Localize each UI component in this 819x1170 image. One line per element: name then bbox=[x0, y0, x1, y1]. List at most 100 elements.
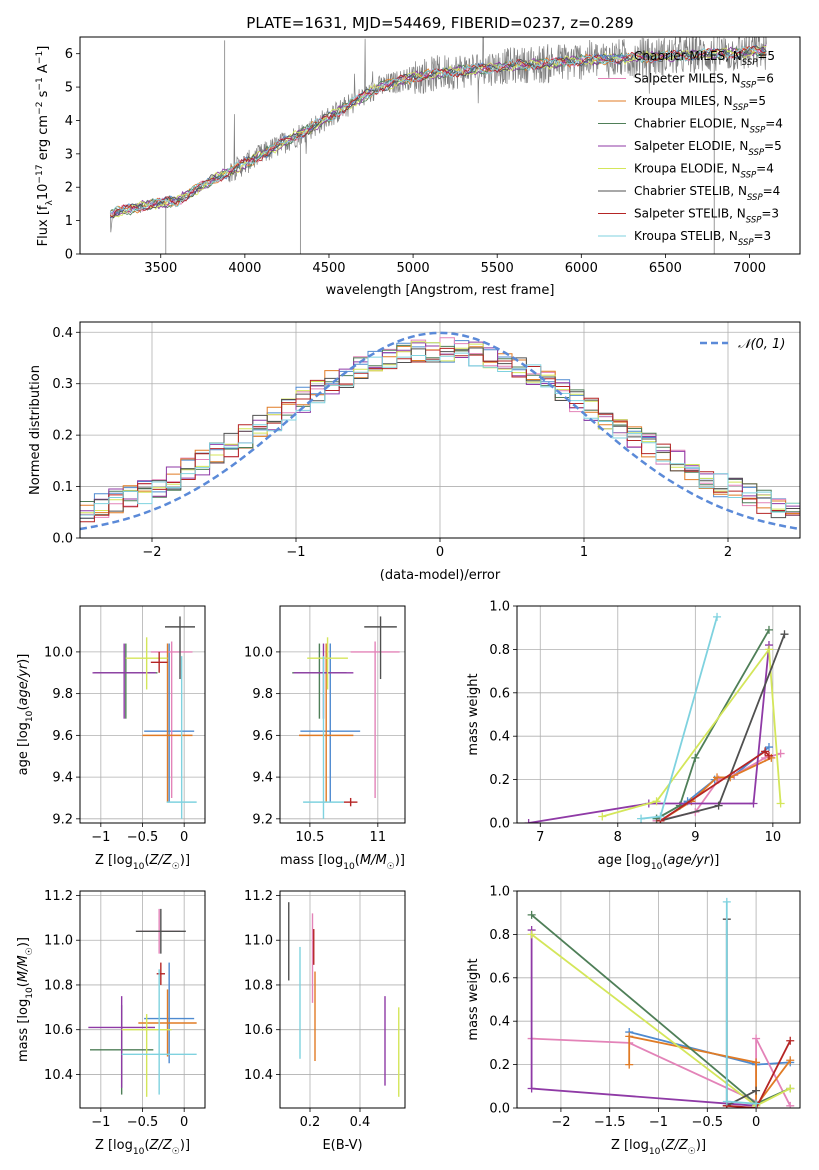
y-tick-label: 0.0 bbox=[489, 1102, 510, 1117]
x-tick-label: 6500 bbox=[649, 261, 682, 276]
y-tick-label: 2 bbox=[65, 181, 73, 196]
mass_vs_Z-axes: −1 −0.5 0 10.4 10.6 10.8 11.0 11.2 Z [log10(Z/Z☉… bbox=[16, 889, 206, 1157]
age_vs_Z-plot-area bbox=[92, 616, 197, 819]
y-tick-label: 10.4 bbox=[44, 1068, 73, 1083]
x-tick-label: 8 bbox=[614, 830, 622, 845]
y-tick-label: 5 bbox=[65, 81, 73, 96]
x-tick-label: 1 bbox=[580, 545, 588, 560]
histogram-step-line bbox=[80, 352, 800, 516]
y-tick-label: 11.2 bbox=[44, 889, 73, 904]
y-tick-label: 9.4 bbox=[52, 771, 73, 786]
residuals-axes: −2 −1 0 1 2 0.0 0.1 0.2 0.3 0.4 𝒩(0, 1) (data-model… bbox=[28, 321, 801, 583]
x-tick-label: 0 bbox=[752, 1115, 760, 1130]
legend-entry-label: Salpeter STELIB, NSSP=3 bbox=[634, 207, 779, 226]
x-tick-label: −1.5 bbox=[594, 1115, 626, 1130]
x-tick-label: 10.5 bbox=[295, 830, 324, 845]
figure-title: PLATE=1631, MJD=54469, FIBERID=0237, z=0… bbox=[246, 14, 633, 32]
x-tick-label: 5000 bbox=[397, 261, 430, 276]
legend-entry-label: Salpeter ELODIE, NSSP=5 bbox=[634, 139, 782, 158]
massweight_vs_age-plot-area bbox=[524, 612, 789, 823]
plus-marker bbox=[749, 799, 758, 808]
plus-marker bbox=[752, 1034, 761, 1043]
plus-marker bbox=[786, 1056, 795, 1065]
x-axis-label: mass [log10(M/M☉)] bbox=[280, 853, 405, 872]
x-tick-label: 7000 bbox=[733, 261, 766, 276]
y-tick-label: 3 bbox=[65, 147, 73, 162]
plus-marker bbox=[652, 797, 661, 806]
x-tick-label: 0 bbox=[180, 830, 188, 845]
x-tick-label: 3500 bbox=[144, 261, 177, 276]
residuals-plot-area bbox=[80, 331, 800, 531]
plus-marker bbox=[527, 930, 536, 939]
axes-frame bbox=[516, 890, 801, 1109]
mass-weight-series-line bbox=[531, 933, 791, 1107]
mass-weight-series-line bbox=[656, 629, 770, 820]
plus-marker bbox=[527, 1084, 536, 1093]
legend-entry-label: Kroupa STELIB, NSSP=3 bbox=[634, 229, 771, 248]
plus-marker bbox=[764, 751, 773, 760]
plus-marker bbox=[786, 1036, 795, 1045]
x-axis-label: E(B-V) bbox=[322, 1138, 362, 1153]
y-tick-label: 9.6 bbox=[252, 729, 273, 744]
axes-frame bbox=[279, 605, 406, 824]
x-axis-label: Z [log10(Z/Z☉)] bbox=[95, 853, 190, 872]
plus-marker bbox=[776, 749, 785, 758]
plus-marker bbox=[764, 743, 773, 752]
y-tick-label: 9.8 bbox=[52, 687, 73, 702]
plus-marker bbox=[713, 612, 722, 621]
x-tick-label: 7 bbox=[536, 830, 544, 845]
x-axis-label: Z [log10(Z/Z☉)] bbox=[95, 1138, 190, 1157]
legend-entry-label: Kroupa MILES, NSSP=5 bbox=[634, 94, 766, 113]
plus-marker bbox=[625, 1032, 634, 1041]
y-tick-label: 0.0 bbox=[489, 817, 510, 832]
mass-weight-series-line bbox=[602, 646, 782, 818]
y-tick-label: 0.1 bbox=[52, 480, 73, 495]
mass_vs_Z-plot-area bbox=[88, 908, 197, 1097]
legend-entry-label: Salpeter MILES, NSSP=6 bbox=[634, 72, 774, 91]
massweight_vs_Z-axes: −2 −1.5 −1 −0.5 0 0.0 0.2 0.4 0.6 0.8 1.0 Z [log10(… bbox=[466, 885, 801, 1157]
plus-marker bbox=[786, 1101, 795, 1108]
x-tick-label: −0.5 bbox=[127, 1115, 159, 1130]
plus-marker bbox=[691, 753, 700, 762]
x-tick-label: 9 bbox=[691, 830, 699, 845]
y-tick-label: 9.2 bbox=[252, 812, 273, 827]
y-tick-label: 11.0 bbox=[244, 934, 273, 949]
x-tick-label: 4500 bbox=[312, 261, 345, 276]
massweight_vs_Z-plot-area bbox=[527, 897, 795, 1108]
axes-frame bbox=[79, 321, 801, 539]
x-tick-label: −2 bbox=[142, 545, 161, 560]
plus-marker bbox=[786, 1084, 795, 1093]
mass-weight-series-line bbox=[725, 919, 757, 1108]
mass-weight-series-line bbox=[528, 645, 770, 823]
x-tick-label: 0 bbox=[436, 545, 444, 560]
legend-entry-label: Chabrier STELIB, NSSP=4 bbox=[634, 184, 780, 203]
plus-marker bbox=[637, 814, 646, 823]
mass_vs_ebv-plot-area bbox=[288, 902, 400, 1097]
y-tick-label: 0.4 bbox=[489, 730, 510, 745]
axes-frame bbox=[279, 890, 406, 1109]
axes-frame bbox=[79, 605, 206, 824]
plus-marker bbox=[713, 773, 722, 782]
plus-marker bbox=[722, 1097, 731, 1106]
x-tick-label: −1 bbox=[286, 545, 305, 560]
y-tick-label: 0.2 bbox=[489, 1058, 510, 1073]
axes-frame bbox=[516, 605, 801, 824]
massweight_vs_age-axes: 7 8 9 10 0.0 0.2 0.4 0.6 0.8 1.0 age [log10(age/yr… bbox=[466, 600, 801, 872]
x-tick-label: −0.5 bbox=[127, 830, 159, 845]
axes-frame bbox=[79, 890, 206, 1109]
y-axis-label: Normed distribution bbox=[28, 365, 43, 495]
plus-marker bbox=[625, 1060, 634, 1069]
x-tick-label: 4000 bbox=[228, 261, 261, 276]
x-tick-label: −1 bbox=[91, 830, 110, 845]
plus-marker bbox=[764, 625, 773, 634]
mass_vs_ebv-axes: 0.2 0.4 10.4 10.6 10.8 11.0 11.2 E(B-V) bbox=[244, 889, 406, 1153]
plus-marker bbox=[527, 910, 536, 919]
y-axis-label: mass [log10(M/M☉)] bbox=[16, 937, 35, 1062]
y-tick-label: 0.6 bbox=[489, 971, 510, 986]
x-axis-label: age [log10(age/yr)] bbox=[598, 853, 720, 872]
legend-entry-label: Chabrier MILES, NSSP=5 bbox=[634, 49, 775, 68]
y-tick-label: 0.8 bbox=[489, 643, 510, 658]
plus-marker bbox=[761, 747, 770, 756]
legend-entry-label: Chabrier ELODIE, NSSP=4 bbox=[634, 117, 783, 136]
